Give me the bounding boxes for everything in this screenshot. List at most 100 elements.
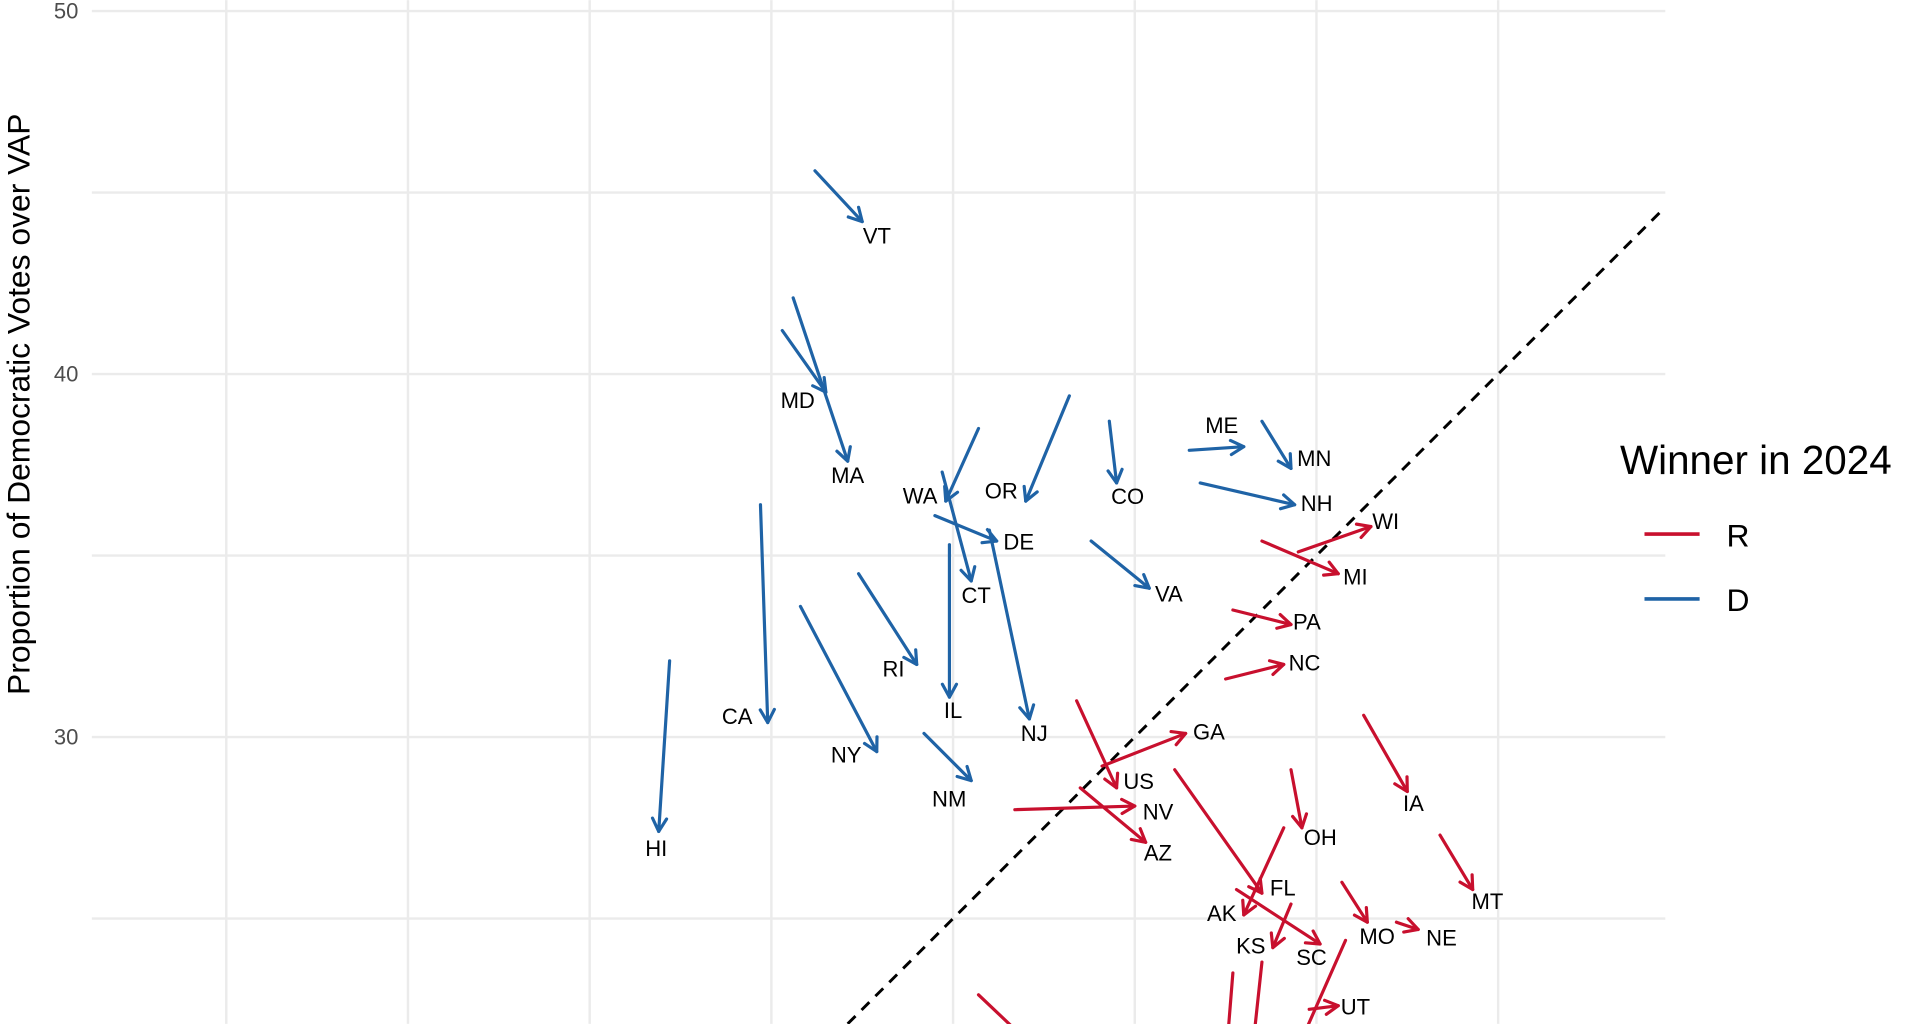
state-label: MT	[1471, 889, 1503, 914]
arrowhead	[1303, 929, 1322, 946]
arrow-nc	[1224, 659, 1286, 681]
arrow-sc	[1234, 887, 1322, 946]
arrow-nv	[1013, 797, 1137, 816]
arrow-ks	[1269, 902, 1293, 950]
arrowhead	[1133, 573, 1151, 590]
arrowhead	[1228, 438, 1246, 457]
state-label: RI	[882, 657, 904, 682]
state-label: CA	[722, 704, 753, 729]
arrowhead	[1278, 493, 1297, 511]
arrowhead	[1267, 659, 1286, 677]
arrowhead	[940, 682, 959, 699]
state-label: NC	[1289, 651, 1321, 676]
arrowhead	[1393, 775, 1409, 794]
arrow-ct	[940, 470, 977, 583]
state-label: OR	[985, 479, 1018, 504]
state-label: IL	[944, 698, 962, 723]
state-label: MN	[1297, 446, 1331, 471]
y-axis-label: Proportion of Democratic Votes over VAP	[0, 114, 36, 695]
state-label: MO	[1359, 924, 1395, 949]
y-axis-ticks: 50 40 30	[54, 0, 79, 749]
arrow-mo	[1340, 880, 1369, 924]
arrowhead	[1458, 873, 1475, 892]
arrow-ny	[798, 604, 879, 754]
arrow-wi	[1296, 522, 1373, 554]
arrow-nh	[1198, 481, 1297, 511]
arrow-va	[1089, 539, 1151, 590]
arrowhead	[902, 648, 919, 667]
state-label: NH	[1301, 491, 1333, 516]
arrowhead	[1275, 612, 1293, 630]
state-label: OH	[1304, 825, 1337, 850]
arrowhead	[1269, 931, 1286, 950]
arrowhead	[1402, 917, 1420, 934]
arrow-partial	[1253, 960, 1264, 1024]
arrow-us	[1075, 699, 1120, 790]
state-label: DE	[1003, 530, 1034, 555]
arrow-mn	[1260, 419, 1293, 471]
arrow-wa	[943, 426, 981, 503]
state-label: NV	[1143, 800, 1174, 825]
arrowhead	[1291, 812, 1309, 830]
arrowhead	[1322, 998, 1340, 1016]
state-label: MD	[781, 388, 815, 413]
arrow-mt	[1438, 833, 1475, 892]
arrows	[650, 169, 1475, 1024]
arrow-partial	[976, 993, 1012, 1024]
state-label: NY	[831, 743, 862, 768]
arrowhead	[1354, 522, 1373, 540]
state-label: VA	[1155, 582, 1183, 607]
arrowhead	[1169, 729, 1188, 747]
arrow-or	[1022, 394, 1071, 503]
state-label: SC	[1296, 945, 1327, 970]
arrow-mi	[1260, 539, 1340, 577]
arrow-az	[1078, 786, 1148, 844]
state-label: HI	[645, 836, 667, 861]
arrow-nm	[922, 731, 973, 783]
arrow-md	[780, 328, 828, 394]
legend-title: Winner in 2024	[1620, 437, 1892, 483]
arrow-oh	[1289, 768, 1309, 830]
arrowhead	[835, 445, 852, 463]
arrow-ia	[1362, 713, 1409, 794]
state-label: MI	[1343, 565, 1367, 590]
arrow-ri	[856, 572, 919, 667]
arrow-nj	[987, 528, 1036, 721]
arrowhead	[943, 484, 960, 503]
arrow-hi	[650, 659, 672, 834]
state-label: KS	[1236, 934, 1265, 959]
state-labels: VT MD MA WA OR CT DE NJ IL RI CA NY NM HI CO ME MN NH VA WI…	[645, 224, 1503, 1020]
arrowhead	[1276, 452, 1293, 471]
arrow-partial	[1306, 938, 1348, 1024]
arrowhead	[959, 565, 977, 583]
state-label: NM	[932, 786, 966, 811]
y-tick-label: 50	[54, 0, 79, 23]
state-label: WI	[1372, 509, 1399, 534]
y-tick-label: 40	[54, 361, 79, 386]
arrowhead	[758, 707, 776, 725]
gridlines	[91, 0, 1666, 1024]
state-label: ME	[1205, 413, 1238, 438]
arrowhead	[955, 764, 973, 783]
state-label: FL	[1270, 876, 1296, 901]
state-label: MA	[831, 463, 864, 488]
state-label: GA	[1193, 720, 1225, 745]
arrowhead	[1022, 484, 1039, 503]
state-label: IA	[1403, 791, 1424, 816]
arrowhead	[862, 735, 879, 754]
legend: Winner in 2024 R D	[1620, 437, 1892, 618]
state-label: PA	[1293, 609, 1321, 634]
state-label: CO	[1111, 484, 1144, 509]
arrow-ma	[791, 296, 852, 463]
arrowhead	[1247, 876, 1264, 895]
state-label: AK	[1207, 901, 1237, 926]
arrowhead	[1241, 898, 1258, 917]
state-label: CT	[961, 583, 990, 608]
arrowhead	[1129, 827, 1148, 844]
arrow-pa	[1231, 608, 1293, 630]
arrow-de	[933, 514, 999, 545]
arrowhead	[1103, 771, 1120, 790]
state-label: NE	[1426, 925, 1457, 950]
arrowhead	[1106, 467, 1124, 485]
